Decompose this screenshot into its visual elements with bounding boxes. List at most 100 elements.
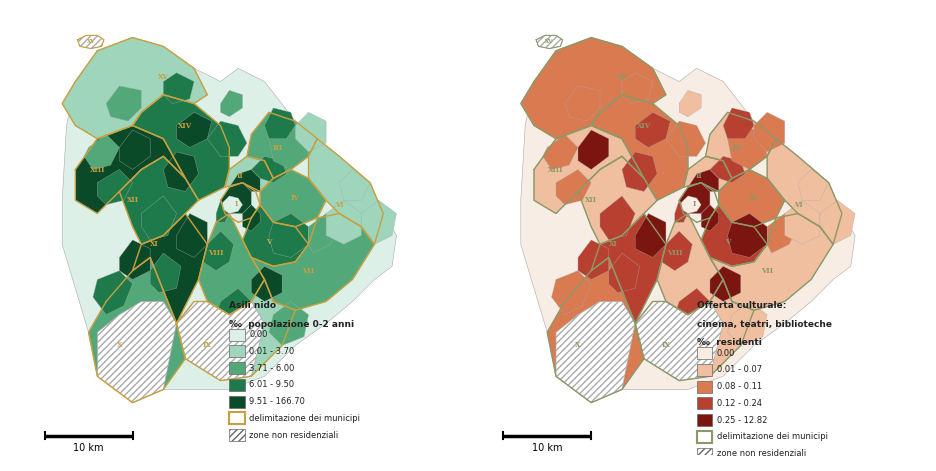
Polygon shape	[78, 35, 104, 49]
Polygon shape	[574, 301, 613, 346]
Polygon shape	[326, 200, 361, 244]
Text: 9.51 - 166.70: 9.51 - 166.70	[249, 397, 305, 406]
Polygon shape	[62, 38, 208, 139]
Polygon shape	[198, 213, 265, 315]
Polygon shape	[251, 213, 374, 310]
Polygon shape	[251, 266, 282, 301]
Text: VII: VII	[302, 267, 314, 275]
Polygon shape	[177, 112, 212, 147]
Polygon shape	[622, 73, 652, 104]
Polygon shape	[269, 213, 309, 258]
Text: delimitazione dei municipi: delimitazione dei municipi	[249, 414, 360, 423]
Text: ‰  residenti: ‰ residenti	[696, 339, 762, 348]
Text: 3.71 - 6.00: 3.71 - 6.00	[249, 364, 295, 373]
Text: 10 km: 10 km	[532, 443, 563, 453]
Text: cinema, teatri, biblioteche: cinema, teatri, biblioteche	[696, 320, 832, 329]
Polygon shape	[133, 95, 229, 200]
Polygon shape	[164, 152, 198, 192]
Polygon shape	[600, 196, 636, 240]
Polygon shape	[536, 35, 563, 49]
Bar	[229, 329, 244, 341]
Polygon shape	[675, 288, 710, 324]
Polygon shape	[216, 288, 251, 324]
Text: VI: VI	[794, 201, 802, 209]
Polygon shape	[120, 240, 150, 279]
Text: ‰  popolazione 0-2 anni: ‰ popolazione 0-2 anni	[229, 320, 355, 329]
Text: zone non residenziali: zone non residenziali	[249, 430, 339, 439]
Bar	[229, 362, 244, 374]
Polygon shape	[662, 231, 693, 271]
Polygon shape	[221, 183, 260, 222]
Bar	[229, 412, 244, 424]
Text: XIII: XIII	[548, 165, 563, 173]
Polygon shape	[309, 213, 340, 253]
Polygon shape	[520, 38, 856, 403]
Polygon shape	[106, 86, 141, 121]
Text: III: III	[731, 144, 741, 152]
Polygon shape	[710, 213, 833, 310]
Polygon shape	[548, 258, 644, 403]
Polygon shape	[622, 152, 657, 192]
Polygon shape	[543, 134, 578, 170]
Text: I: I	[234, 200, 238, 208]
Polygon shape	[701, 205, 719, 231]
Polygon shape	[564, 86, 600, 121]
Polygon shape	[216, 200, 229, 222]
Polygon shape	[84, 134, 120, 170]
Text: XII: XII	[585, 196, 597, 204]
Polygon shape	[681, 196, 701, 213]
Polygon shape	[340, 170, 370, 200]
Polygon shape	[592, 95, 688, 200]
Text: XIV: XIV	[636, 122, 651, 130]
Polygon shape	[680, 90, 701, 117]
Text: II: II	[237, 172, 243, 180]
Text: IX: IX	[662, 341, 670, 349]
Polygon shape	[578, 156, 657, 244]
Polygon shape	[164, 73, 194, 104]
Polygon shape	[556, 301, 636, 403]
Bar	[229, 396, 244, 407]
Polygon shape	[229, 170, 260, 192]
Polygon shape	[534, 125, 644, 213]
Text: XV: XV	[86, 39, 95, 43]
Polygon shape	[141, 196, 177, 240]
Polygon shape	[93, 271, 133, 315]
Text: V: V	[724, 238, 730, 246]
Polygon shape	[120, 156, 198, 244]
Polygon shape	[177, 301, 265, 381]
Bar	[696, 431, 712, 443]
Polygon shape	[657, 213, 724, 315]
Polygon shape	[551, 271, 592, 315]
Bar	[229, 346, 244, 357]
Polygon shape	[724, 108, 754, 139]
Polygon shape	[680, 183, 719, 222]
Text: 0.00: 0.00	[249, 330, 268, 339]
Polygon shape	[680, 183, 710, 213]
Polygon shape	[556, 170, 592, 205]
Text: V: V	[266, 238, 271, 246]
Text: 10 km: 10 km	[73, 443, 104, 453]
Polygon shape	[265, 108, 296, 139]
Polygon shape	[710, 266, 740, 301]
Polygon shape	[636, 213, 666, 258]
Polygon shape	[208, 121, 247, 156]
Polygon shape	[578, 130, 608, 170]
Polygon shape	[666, 121, 706, 156]
Polygon shape	[636, 112, 670, 147]
Text: I: I	[693, 200, 696, 208]
Text: IV: IV	[750, 194, 758, 202]
Polygon shape	[683, 156, 732, 192]
Text: III: III	[272, 144, 283, 152]
Polygon shape	[592, 213, 666, 324]
Text: XII: XII	[126, 196, 139, 204]
Text: VII: VII	[761, 267, 773, 275]
Text: XV: XV	[158, 73, 168, 81]
Polygon shape	[710, 156, 745, 183]
Text: Offerta culturale:: Offerta culturale:	[696, 301, 786, 310]
Text: XV: XV	[617, 73, 627, 81]
Polygon shape	[296, 112, 326, 152]
Polygon shape	[754, 112, 784, 152]
Polygon shape	[636, 301, 724, 381]
Bar	[229, 379, 244, 391]
Polygon shape	[520, 38, 666, 139]
